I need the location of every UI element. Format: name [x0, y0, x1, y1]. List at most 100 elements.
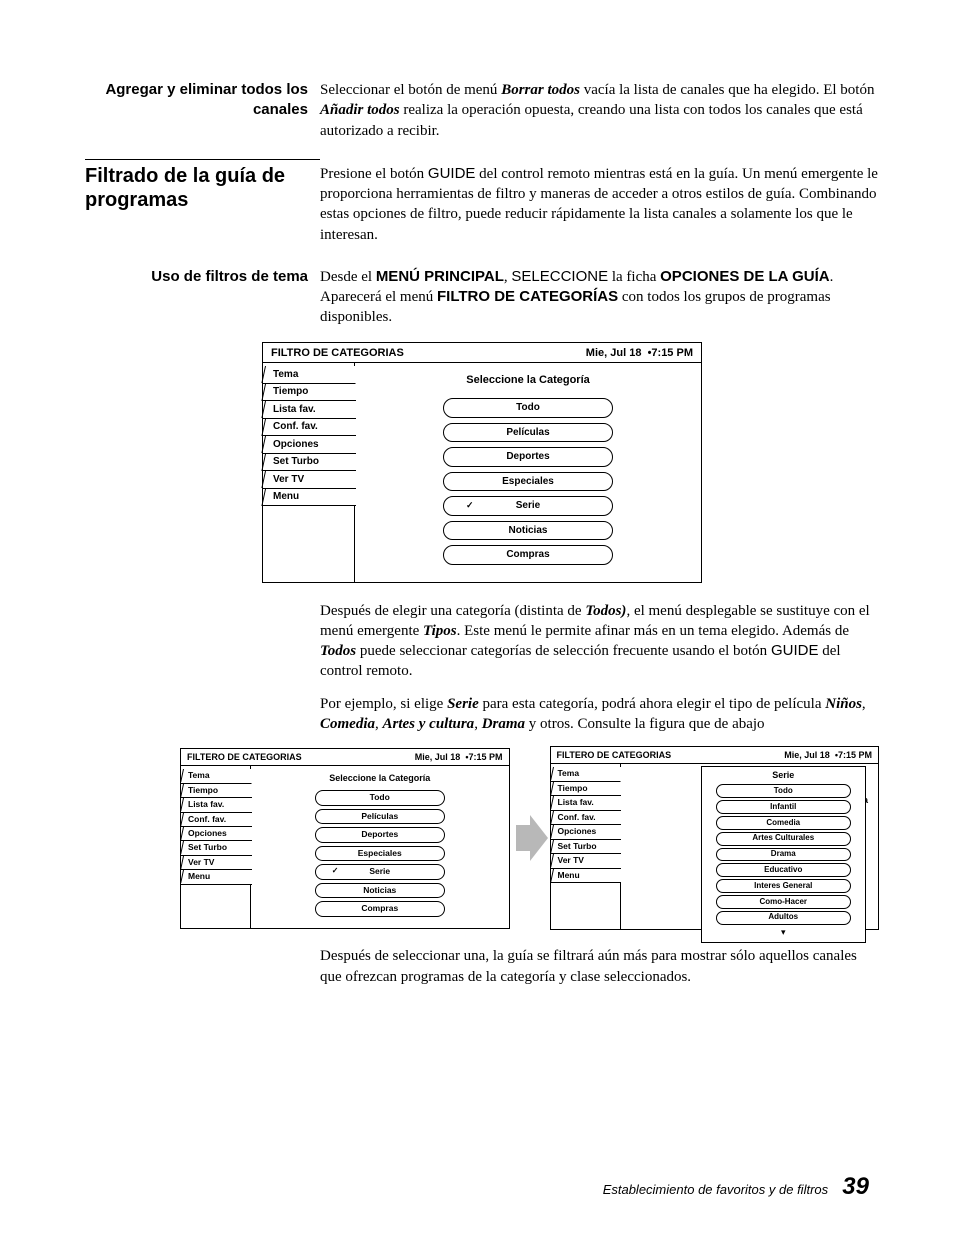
- category-title: Seleccione la Categoría: [365, 373, 691, 388]
- tab-menu[interactable]: Menu: [551, 869, 622, 883]
- section-heading-uso-filtros: Uso de filtros de tema: [85, 267, 320, 328]
- term-comedia: Comedia: [320, 716, 375, 732]
- tab-menu[interactable]: Menu: [263, 489, 356, 507]
- tab-ver-tv[interactable]: Ver TV: [181, 856, 252, 870]
- pill-especiales[interactable]: Especiales: [315, 846, 445, 861]
- text: ,: [474, 716, 482, 732]
- section-body-after-fig1: Después de elegir una categoría (distint…: [320, 601, 879, 735]
- section-rule: [85, 159, 320, 160]
- text: Por ejemplo, si elige: [320, 696, 447, 712]
- footer-text: Establecimiento de favoritos y de filtro…: [603, 1182, 828, 1197]
- text: vacía la lista de canales que ha elegido…: [580, 82, 874, 98]
- figure-categorias-right: FILTERO DE CATEGORIAS Mie, Jul 18 •7:15 …: [550, 746, 880, 930]
- text: Después de elegir una categoría (distint…: [320, 603, 585, 619]
- pill-peliculas[interactable]: Películas: [315, 809, 445, 824]
- term-ninos: Niños: [825, 696, 862, 712]
- type-artes[interactable]: Artes Culturales: [716, 832, 851, 846]
- spacer: [85, 946, 320, 987]
- text: Después de seleccionar una, la guía se f…: [320, 948, 857, 984]
- text: para esta categoría, podrá ahora elegir …: [479, 696, 826, 712]
- pill-noticias[interactable]: Noticias: [443, 521, 613, 541]
- tab-conf-fav[interactable]: Conf. fav.: [181, 813, 252, 827]
- term-todos: Todos): [585, 603, 626, 619]
- category-panel: Seleccione la Categoría Todo Películas D…: [251, 766, 509, 927]
- tab-tema[interactable]: Tema: [551, 767, 622, 781]
- section-body-filtrado: Presione el botón GUIDE del control remo…: [320, 164, 879, 245]
- tab-ver-tv[interactable]: Ver TV: [263, 471, 356, 489]
- pill-deportes[interactable]: Deportes: [315, 827, 445, 842]
- tab-lista-fav[interactable]: Lista fav.: [551, 796, 622, 810]
- tab-opciones[interactable]: Opciones: [181, 827, 252, 841]
- text: puede seleccionar categorías de selecció…: [356, 643, 771, 659]
- tab-set-turbo[interactable]: Set Turbo: [551, 840, 622, 854]
- term-filtro-categorias: FILTRO DE CATEGORÍAS: [437, 288, 618, 305]
- type-educativo[interactable]: Educativo: [716, 863, 851, 877]
- tab-opciones[interactable]: Opciones: [263, 436, 356, 454]
- term-tipos: Tipos: [423, 623, 457, 639]
- chevron-down-icon[interactable]: ▾: [781, 926, 786, 938]
- tab-opciones[interactable]: Opciones: [551, 825, 622, 839]
- tab-tema[interactable]: Tema: [181, 769, 252, 783]
- panel-time: •7:15 PM: [835, 750, 872, 760]
- pill-peliculas[interactable]: Películas: [443, 423, 613, 443]
- tab-lista-fav[interactable]: Lista fav.: [263, 401, 356, 419]
- pill-todo[interactable]: Todo: [315, 790, 445, 805]
- type-interes[interactable]: Interes General: [716, 879, 851, 893]
- tab-lista-fav[interactable]: Lista fav.: [181, 798, 252, 812]
- type-como-hacer[interactable]: Como-Hacer: [716, 895, 851, 909]
- term-menu-principal: MENÚ PRINCIPAL: [376, 268, 504, 285]
- type-todo[interactable]: Todo: [716, 784, 851, 798]
- tab-conf-fav[interactable]: Conf. fav.: [551, 811, 622, 825]
- check-icon: ✓: [466, 499, 474, 511]
- text: Presione el botón: [320, 166, 428, 182]
- tab-set-turbo[interactable]: Set Turbo: [181, 841, 252, 855]
- tab-tiempo[interactable]: Tiempo: [551, 782, 622, 796]
- page-footer: Establecimiento de favoritos y de filtro…: [603, 1171, 869, 1203]
- category-panel: Seleccione la Categoría Todo Películas D…: [355, 363, 701, 581]
- pill-noticias[interactable]: Noticias: [315, 883, 445, 898]
- check-icon: ✓: [332, 866, 339, 877]
- tab-tiempo[interactable]: Tiempo: [181, 784, 252, 798]
- pill-deportes[interactable]: Deportes: [443, 447, 613, 467]
- type-infantil[interactable]: Infantil: [716, 800, 851, 814]
- button-name-guide2: GUIDE: [771, 642, 819, 659]
- term-seleccione: SELECCIONE: [511, 268, 608, 285]
- term-anadir-todos: Añadir todos: [320, 102, 400, 118]
- type-adultos[interactable]: Adultos: [716, 911, 851, 925]
- panel-datetime: Mie, Jul 18 •7:15 PM: [415, 751, 503, 763]
- section-body-agregar: Seleccionar el botón de menú Borrar todo…: [320, 80, 879, 141]
- tab-tiempo[interactable]: Tiempo: [263, 384, 356, 402]
- tab-column: Tema Tiempo Lista fav. Conf. fav. Opcion…: [263, 363, 355, 581]
- panel-title: FILTRO DE CATEGORIAS: [271, 346, 404, 361]
- panel-datetime: Mie, Jul 18 •7:15 PM: [586, 346, 693, 361]
- section-heading-agregar: Agregar y eliminar todos los canales: [85, 80, 320, 141]
- pill-especiales[interactable]: Especiales: [443, 472, 613, 492]
- text: . Este menú le permite afinar más en un …: [457, 623, 849, 639]
- section-body-final: Después de seleccionar una, la guía se f…: [320, 946, 879, 987]
- pill-serie[interactable]: ✓ Serie: [443, 496, 613, 516]
- tab-tema[interactable]: Tema: [263, 366, 356, 384]
- panel-time: •7:15 PM: [648, 347, 693, 359]
- type-drama[interactable]: Drama: [716, 848, 851, 862]
- tab-menu[interactable]: Menu: [181, 870, 252, 884]
- panel-time: •7:15 PM: [465, 752, 502, 762]
- tab-set-turbo[interactable]: Set Turbo: [263, 454, 356, 472]
- pill-label: Serie: [516, 500, 540, 511]
- pill-serie[interactable]: ✓ Serie: [315, 864, 445, 879]
- arrow-icon: [516, 809, 544, 867]
- pill-compras[interactable]: Compras: [443, 545, 613, 565]
- spacer: [85, 601, 320, 735]
- pill-label: Serie: [369, 866, 390, 876]
- tab-ver-tv[interactable]: Ver TV: [551, 854, 622, 868]
- text: la ficha: [608, 269, 660, 285]
- panel-title: FILTERO DE CATEGORIAS: [187, 751, 302, 763]
- tab-conf-fav[interactable]: Conf. fav.: [263, 419, 356, 437]
- text: y otros. Consulte la figura que de abajo: [525, 716, 765, 732]
- figure-categorias-left: FILTERO DE CATEGORIAS Mie, Jul 18 •7:15 …: [180, 748, 510, 929]
- type-comedia[interactable]: Comedia: [716, 816, 851, 830]
- category-panel: ría a la guía Serie Todo Infantil Comedi…: [621, 764, 879, 929]
- pill-compras[interactable]: Compras: [315, 901, 445, 916]
- pill-todo[interactable]: Todo: [443, 398, 613, 418]
- term-serie: Serie: [447, 696, 479, 712]
- tab-column: Tema Tiempo Lista fav. Conf. fav. Opcion…: [551, 764, 621, 929]
